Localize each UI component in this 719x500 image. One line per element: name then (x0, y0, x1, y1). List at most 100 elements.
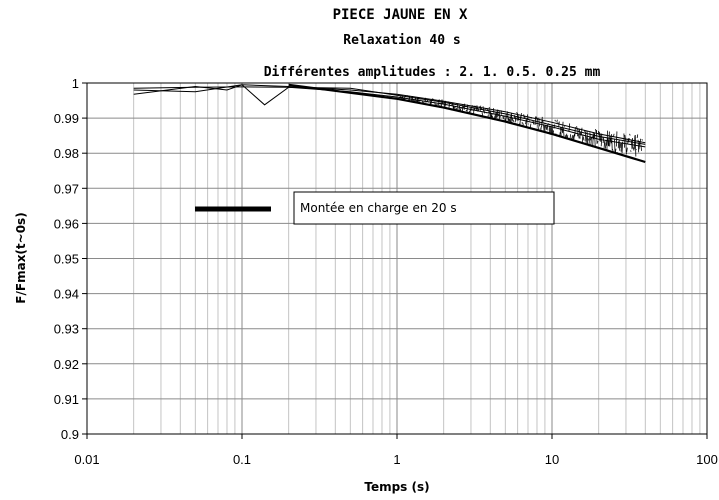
noise-tick (458, 110, 460, 113)
noise-tick (436, 103, 438, 106)
noise-tick (619, 143, 622, 149)
y-tick-label: 0.94 (54, 287, 79, 302)
noise-tick (497, 113, 500, 117)
noise-tick (459, 108, 462, 112)
noise-tick (631, 140, 633, 150)
noise-tick (432, 98, 434, 100)
noise-tick (472, 109, 474, 111)
noise-tick (562, 121, 564, 134)
noise-tick (597, 130, 600, 136)
noise-tick (445, 107, 448, 110)
noise-tick (606, 130, 608, 151)
noise-tick (511, 117, 514, 122)
noise-tick (592, 131, 594, 148)
noise-tick (494, 112, 497, 119)
noise-tick (473, 105, 475, 115)
noise-tick (603, 141, 606, 149)
noise-tick (542, 119, 544, 123)
noise-tick (560, 127, 562, 137)
noise-tick (440, 102, 442, 105)
noise-tick (595, 129, 597, 133)
noise-tick (488, 107, 490, 114)
noise-tick (574, 127, 576, 137)
noise-tick (586, 131, 589, 145)
chart-title: PIECE JAUNE EN X (333, 7, 468, 23)
noise-tick (532, 120, 535, 125)
y-axis-title: F/Fmax(t~0s) (14, 212, 28, 303)
noise-tick (588, 137, 590, 147)
noise-tick (571, 135, 573, 139)
noise-tick (464, 105, 466, 108)
noise-tick (433, 100, 435, 102)
y-tick-label: 0.99 (54, 111, 79, 126)
noise-tick (580, 127, 583, 136)
noise-tick (449, 108, 451, 110)
noise-tick (516, 112, 519, 121)
noise-tick (544, 125, 546, 131)
series-line-3 (133, 84, 646, 144)
y-tick-label: 1 (72, 76, 79, 91)
noise-tick (629, 133, 631, 136)
noise-tick (501, 119, 503, 122)
noise-tick (455, 107, 457, 111)
noise-tick (456, 108, 458, 110)
noise-tick (545, 125, 547, 129)
x-axis-title: Temps (s) (364, 480, 429, 494)
noise-tick (558, 121, 560, 128)
noise-tick (641, 138, 643, 141)
x-tick-label: 0.01 (74, 452, 99, 467)
noise-tick (573, 134, 575, 140)
noise-tick (569, 134, 572, 140)
noise-tick (552, 130, 554, 135)
noise-tick (423, 101, 425, 105)
series-line-4 (288, 83, 646, 164)
noise-tick (413, 99, 415, 101)
noise-tick (500, 110, 502, 115)
noise-tick (572, 135, 574, 140)
noise-tick (615, 148, 617, 153)
noise-tick (453, 106, 455, 111)
noise-tick (621, 141, 624, 154)
noise-tick (419, 99, 421, 102)
noise-tick (608, 131, 610, 147)
noise-tick (579, 128, 581, 139)
noise-tick (561, 127, 563, 132)
noise-tick (580, 132, 582, 136)
noise-tick (627, 138, 629, 144)
noise-tick (623, 133, 625, 148)
noise-tick (562, 128, 565, 137)
noise-tick (637, 139, 640, 153)
noise-tick (626, 147, 628, 153)
x-tick-label: 1 (393, 452, 400, 467)
noise-tick (478, 106, 481, 108)
noise-tick (451, 102, 453, 106)
noise-tick (613, 133, 615, 137)
noise-tick (502, 115, 504, 120)
noise-tick (441, 99, 443, 108)
noise-tick (420, 98, 422, 100)
noise-tick (507, 111, 509, 123)
noise-tick (599, 133, 602, 142)
noise-tick (482, 106, 485, 112)
noise-tick (523, 114, 525, 119)
noise-tick (581, 134, 584, 143)
noise-tick (525, 119, 527, 125)
noise-tick (554, 119, 556, 122)
noise-tick (556, 119, 558, 123)
noise-tick (537, 124, 539, 131)
noise-tick (457, 103, 459, 111)
noise-tick (468, 111, 470, 113)
series-group (133, 83, 646, 164)
noise-tick (602, 137, 605, 144)
noise-tick (429, 100, 432, 106)
noise-tick (548, 126, 551, 134)
chart-subtitle-amplitudes: Différentes amplitudes : 2. 1. 0.5. 0.25… (264, 65, 601, 80)
noise-tick (524, 116, 526, 118)
noise-tick (470, 109, 472, 112)
noise-tick (513, 115, 516, 119)
noise-tick (475, 105, 477, 109)
noise-tick (575, 132, 577, 135)
noise-tick (640, 144, 642, 151)
noise-tick (585, 136, 588, 144)
